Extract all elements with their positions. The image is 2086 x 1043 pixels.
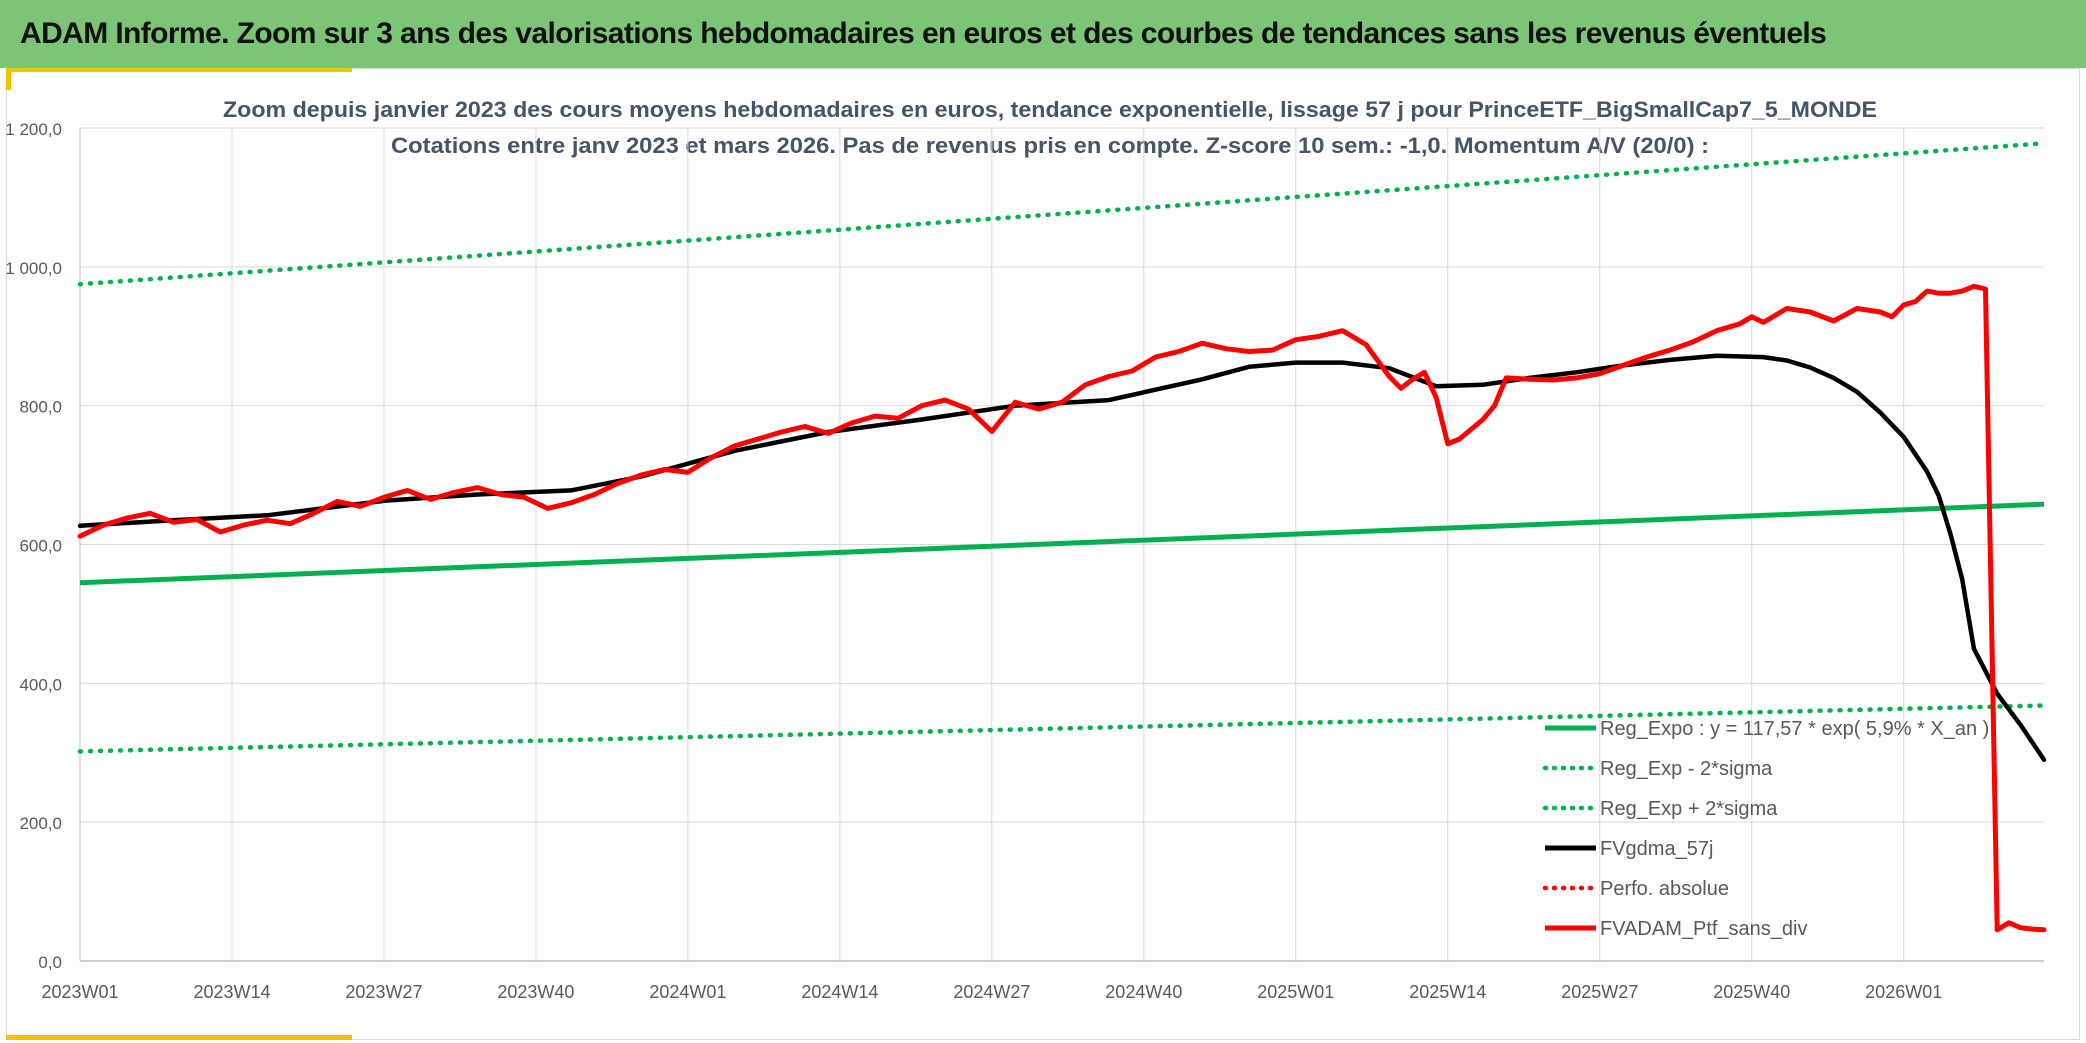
y-tick-label: 800,0: [19, 398, 62, 417]
x-tick-label: 2023W40: [497, 982, 574, 1002]
series: [77, 141, 2047, 933]
series-line-reg_expo: [79, 501, 2045, 586]
legend: Reg_Expo : y = 117,57 * exp( 5,9% * X_an…: [1542, 718, 1989, 940]
accent-bar-bottom: [6, 1035, 352, 1040]
x-tick-label: 2026W01: [1865, 982, 1942, 1002]
x-tick-label: 2024W27: [953, 982, 1030, 1002]
x-tick-label: 2023W01: [41, 982, 118, 1002]
accent-bar-left: [6, 68, 11, 90]
x-tick-label: 2023W27: [345, 982, 422, 1002]
y-tick-label: 400,0: [19, 675, 62, 694]
legend-label: Reg_Expo : y = 117,57 * exp( 5,9% * X_an…: [1600, 718, 1989, 740]
x-tick-label: 2024W01: [649, 982, 726, 1002]
y-tick-label: 0,0: [38, 953, 62, 972]
x-tick-label: 2024W14: [801, 982, 878, 1002]
legend-label: FVgdma_57j: [1600, 838, 1713, 860]
y-tick-label: 200,0: [19, 814, 62, 833]
x-tick-label: 2025W27: [1561, 982, 1638, 1002]
banner-title: ADAM Informe. Zoom sur 3 ans des valoris…: [20, 17, 1827, 50]
legend-label: Perfo. absolue: [1600, 878, 1729, 900]
axes: 0,0 200,0 400,0 600,0 800,0 1 000,0 1 200,0 202…: [5, 120, 2044, 1002]
legend-label: Reg_Exp - 2*sigma: [1600, 758, 1773, 780]
banner: ADAM Informe. Zoom sur 3 ans des valoris…: [0, 0, 2086, 68]
grid: [79, 127, 2044, 962]
legend-label: Reg_Exp + 2*sigma: [1600, 798, 1778, 820]
x-tick-label: 2025W01: [1257, 982, 1334, 1002]
x-tick-label: 2024W40: [1105, 982, 1182, 1002]
chart-title-line-2: Cotations entre janv 2023 et mars 2026. …: [391, 133, 1709, 158]
x-tick-label: 2025W40: [1713, 982, 1790, 1002]
series-line-reg_plus: [77, 141, 2047, 287]
accent-bar-top: [6, 68, 352, 72]
series-line-fvgdma: [77, 353, 2047, 762]
y-tick-label: 1 200,0: [5, 120, 62, 139]
y-tick-label: 1 000,0: [5, 259, 62, 278]
series-line-reg_minus: [77, 703, 2047, 754]
chart-frame: [6, 68, 2080, 1040]
chart-title-line-1: Zoom depuis janvier 2023 des cours moyen…: [223, 97, 1877, 122]
series-line-fvadam: [77, 283, 2047, 933]
x-tick-label: 2023W14: [193, 982, 270, 1002]
x-tick-label: 2025W14: [1409, 982, 1486, 1002]
legend-label: FVADAM_Ptf_sans_div: [1600, 918, 1808, 940]
y-tick-label: 600,0: [19, 537, 62, 556]
